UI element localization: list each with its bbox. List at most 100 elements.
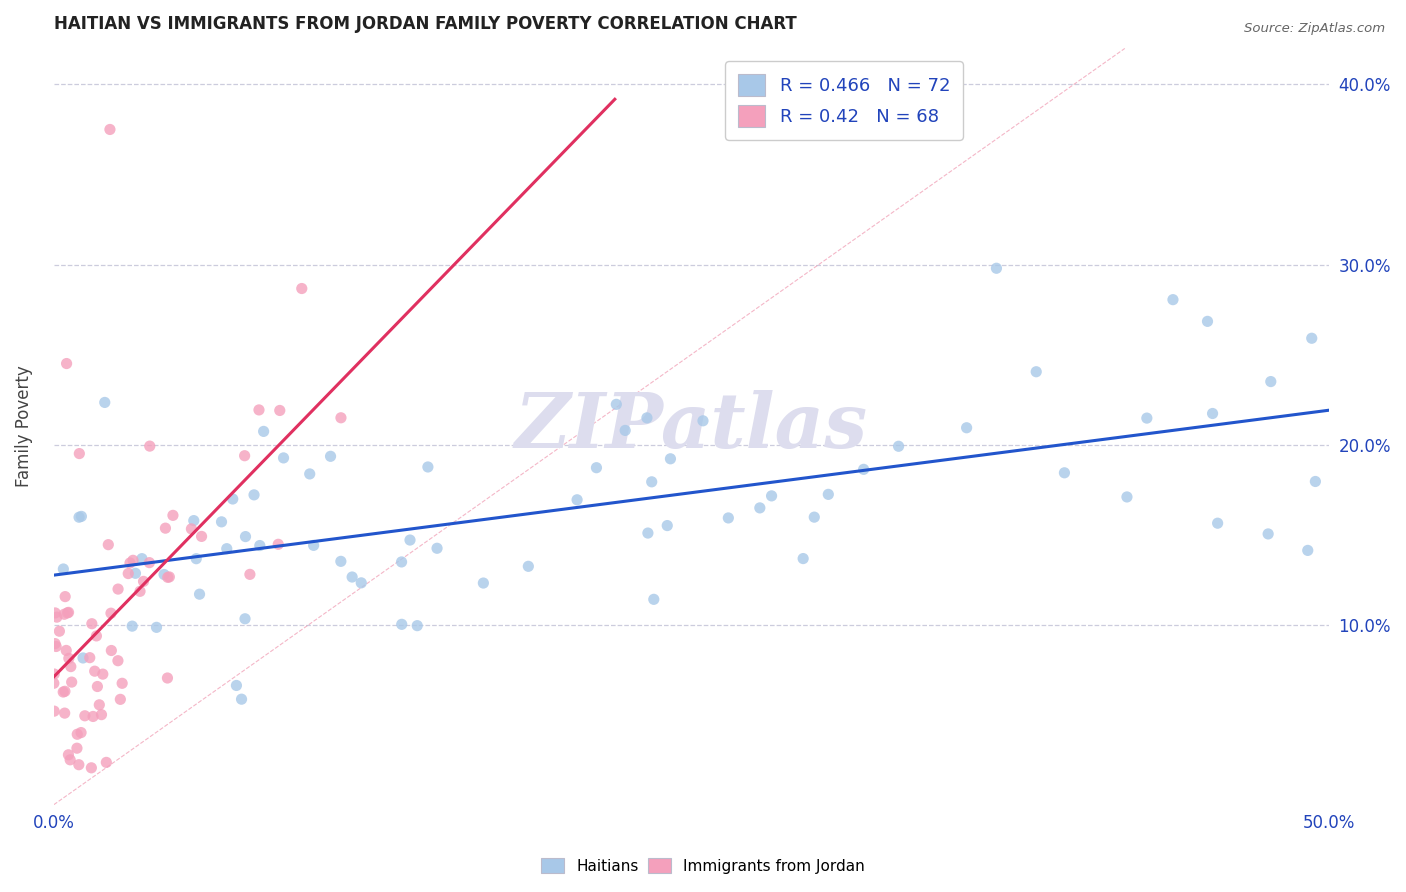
Point	[243, 488, 266, 502]
Point	[188, 587, 211, 601]
Point	[132, 574, 155, 589]
Point	[100, 606, 122, 620]
Point	[118, 556, 141, 570]
Point	[291, 281, 314, 295]
Point	[139, 439, 162, 453]
Point	[761, 489, 783, 503]
Point	[45, 610, 67, 624]
Point	[1136, 411, 1159, 425]
Point	[44, 637, 66, 651]
Point	[406, 618, 429, 632]
Point	[215, 541, 238, 556]
Point	[225, 678, 247, 692]
Point	[156, 570, 179, 584]
Point	[399, 533, 422, 547]
Point	[636, 410, 658, 425]
Point	[391, 555, 413, 569]
Point	[66, 727, 89, 741]
Point	[517, 559, 540, 574]
Point	[58, 747, 80, 762]
Point	[70, 725, 93, 739]
Point	[162, 508, 184, 523]
Point	[55, 357, 77, 371]
Point	[44, 606, 66, 620]
Point	[637, 526, 659, 541]
Point	[1305, 475, 1327, 489]
Point	[90, 707, 112, 722]
Point	[70, 509, 93, 524]
Point	[235, 530, 257, 544]
Point	[717, 511, 740, 525]
Point	[472, 576, 495, 591]
Point	[94, 395, 117, 409]
Point	[1053, 466, 1076, 480]
Point	[83, 664, 105, 678]
Point	[252, 425, 274, 439]
Point	[79, 650, 101, 665]
Point	[329, 410, 352, 425]
Point	[89, 698, 111, 712]
Point	[565, 492, 588, 507]
Point	[117, 566, 139, 581]
Point	[53, 706, 76, 720]
Point	[52, 685, 75, 699]
Point	[1201, 407, 1223, 421]
Point	[1296, 543, 1319, 558]
Point	[44, 667, 66, 681]
Point	[222, 491, 245, 506]
Point	[817, 487, 839, 501]
Point	[269, 403, 291, 417]
Point	[131, 551, 153, 566]
Point	[67, 446, 90, 460]
Point	[138, 556, 160, 570]
Point	[692, 414, 714, 428]
Point	[91, 667, 114, 681]
Point	[110, 692, 132, 706]
Point	[48, 624, 70, 639]
Point	[58, 651, 80, 665]
Point	[298, 467, 321, 481]
Point	[80, 616, 103, 631]
Point	[1206, 516, 1229, 531]
Point	[156, 671, 179, 685]
Point	[233, 612, 256, 626]
Point	[124, 566, 146, 581]
Point	[59, 659, 82, 673]
Point	[67, 510, 90, 524]
Point	[1301, 331, 1323, 345]
Point	[426, 541, 449, 556]
Point	[605, 397, 627, 411]
Point	[155, 521, 177, 535]
Point	[643, 592, 665, 607]
Point	[955, 421, 977, 435]
Point	[107, 582, 129, 596]
Point	[231, 692, 253, 706]
Point	[121, 619, 143, 633]
Point	[86, 680, 108, 694]
Point	[183, 514, 205, 528]
Point	[239, 567, 262, 582]
Point	[1257, 527, 1279, 541]
Point	[80, 761, 103, 775]
Legend: R = 0.466   N = 72, R = 0.42   N = 68: R = 0.466 N = 72, R = 0.42 N = 68	[725, 62, 963, 140]
Point	[249, 539, 271, 553]
Point	[45, 640, 67, 654]
Point	[1025, 365, 1047, 379]
Y-axis label: Family Poverty: Family Poverty	[15, 366, 32, 487]
Point	[98, 122, 121, 136]
Point	[153, 567, 176, 582]
Point	[122, 553, 145, 567]
Point	[107, 654, 129, 668]
Point	[803, 510, 825, 524]
Point	[72, 651, 94, 665]
Point	[329, 554, 352, 568]
Point	[52, 562, 75, 576]
Point	[59, 753, 82, 767]
Point	[111, 676, 134, 690]
Point	[659, 451, 682, 466]
Point	[73, 708, 96, 723]
Point	[86, 629, 108, 643]
Point	[1161, 293, 1184, 307]
Point	[67, 757, 90, 772]
Point	[66, 741, 89, 756]
